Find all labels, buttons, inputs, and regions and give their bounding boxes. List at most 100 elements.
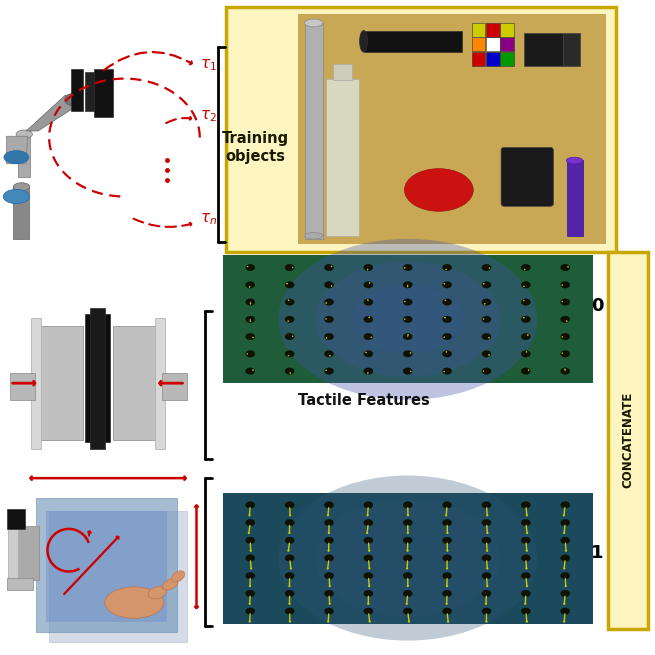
Ellipse shape (403, 590, 413, 597)
Text: CONCATENATE: CONCATENATE (622, 392, 635, 488)
Ellipse shape (285, 316, 294, 323)
Ellipse shape (324, 368, 333, 375)
Ellipse shape (403, 555, 413, 561)
Bar (0, 0, 223, 252)
Ellipse shape (324, 350, 333, 357)
Ellipse shape (521, 333, 531, 340)
Polygon shape (7, 136, 28, 164)
Ellipse shape (285, 590, 294, 597)
Bar (486, 23, 500, 37)
Bar (31, 318, 41, 449)
Bar (7, 509, 25, 529)
Bar (13, 187, 29, 239)
Ellipse shape (443, 282, 452, 288)
Ellipse shape (482, 537, 491, 544)
Bar (563, 33, 580, 66)
Ellipse shape (324, 537, 333, 544)
Ellipse shape (403, 537, 413, 544)
Ellipse shape (285, 368, 294, 375)
Ellipse shape (305, 233, 323, 239)
Ellipse shape (561, 299, 570, 305)
Ellipse shape (403, 316, 413, 323)
Ellipse shape (561, 519, 570, 526)
Ellipse shape (561, 555, 570, 561)
Ellipse shape (403, 299, 413, 305)
Ellipse shape (482, 519, 491, 526)
Ellipse shape (364, 572, 373, 579)
Text: 1: 1 (591, 544, 604, 563)
Bar (223, 493, 593, 624)
Ellipse shape (324, 519, 333, 526)
Ellipse shape (561, 590, 570, 597)
Ellipse shape (3, 189, 29, 204)
Ellipse shape (364, 350, 373, 357)
Ellipse shape (521, 264, 531, 271)
Ellipse shape (315, 499, 500, 617)
Ellipse shape (561, 333, 570, 340)
Bar (0, 252, 219, 475)
Ellipse shape (443, 590, 452, 597)
Ellipse shape (482, 608, 491, 614)
Ellipse shape (443, 519, 452, 526)
Ellipse shape (561, 264, 570, 271)
Ellipse shape (246, 502, 255, 508)
Ellipse shape (246, 608, 255, 614)
Ellipse shape (561, 316, 570, 323)
Ellipse shape (482, 502, 491, 508)
Bar (94, 69, 113, 117)
Ellipse shape (443, 555, 452, 561)
Ellipse shape (403, 333, 413, 340)
Ellipse shape (246, 350, 255, 357)
Ellipse shape (285, 555, 294, 561)
Ellipse shape (324, 316, 333, 323)
Text: Tactile Features: Tactile Features (297, 394, 430, 408)
Ellipse shape (246, 572, 255, 579)
Ellipse shape (162, 578, 178, 590)
Ellipse shape (285, 519, 294, 526)
Ellipse shape (403, 608, 413, 614)
Ellipse shape (482, 590, 491, 597)
Bar (38, 326, 83, 440)
Ellipse shape (364, 299, 373, 305)
Ellipse shape (561, 368, 570, 375)
Ellipse shape (246, 368, 255, 375)
Ellipse shape (246, 316, 255, 323)
Ellipse shape (521, 316, 531, 323)
Ellipse shape (482, 368, 491, 375)
Ellipse shape (403, 502, 413, 508)
Ellipse shape (443, 350, 452, 357)
Ellipse shape (285, 333, 294, 340)
Bar (113, 326, 157, 440)
Ellipse shape (285, 537, 294, 544)
Bar (472, 37, 485, 51)
Ellipse shape (521, 502, 531, 508)
Ellipse shape (246, 519, 255, 526)
Bar (326, 79, 359, 236)
Bar (85, 72, 95, 111)
Bar (486, 52, 500, 66)
Text: $\tau_1$: $\tau_1$ (200, 58, 217, 73)
Ellipse shape (403, 282, 413, 288)
Text: $\tau_n$: $\tau_n$ (200, 212, 217, 227)
Bar (0, 472, 219, 655)
Ellipse shape (403, 368, 413, 375)
Ellipse shape (443, 608, 452, 614)
Ellipse shape (403, 350, 413, 357)
Ellipse shape (561, 282, 570, 288)
Ellipse shape (364, 590, 373, 597)
Bar (162, 373, 187, 400)
Ellipse shape (561, 350, 570, 357)
Ellipse shape (364, 368, 373, 375)
Ellipse shape (521, 350, 531, 357)
Bar (486, 37, 500, 51)
Ellipse shape (105, 587, 164, 618)
Ellipse shape (324, 608, 333, 614)
Ellipse shape (4, 151, 29, 164)
Ellipse shape (364, 316, 373, 323)
Ellipse shape (148, 587, 166, 599)
Ellipse shape (324, 299, 333, 305)
Ellipse shape (278, 239, 537, 400)
Bar (14, 526, 39, 580)
Ellipse shape (403, 264, 413, 271)
Bar (223, 255, 593, 383)
